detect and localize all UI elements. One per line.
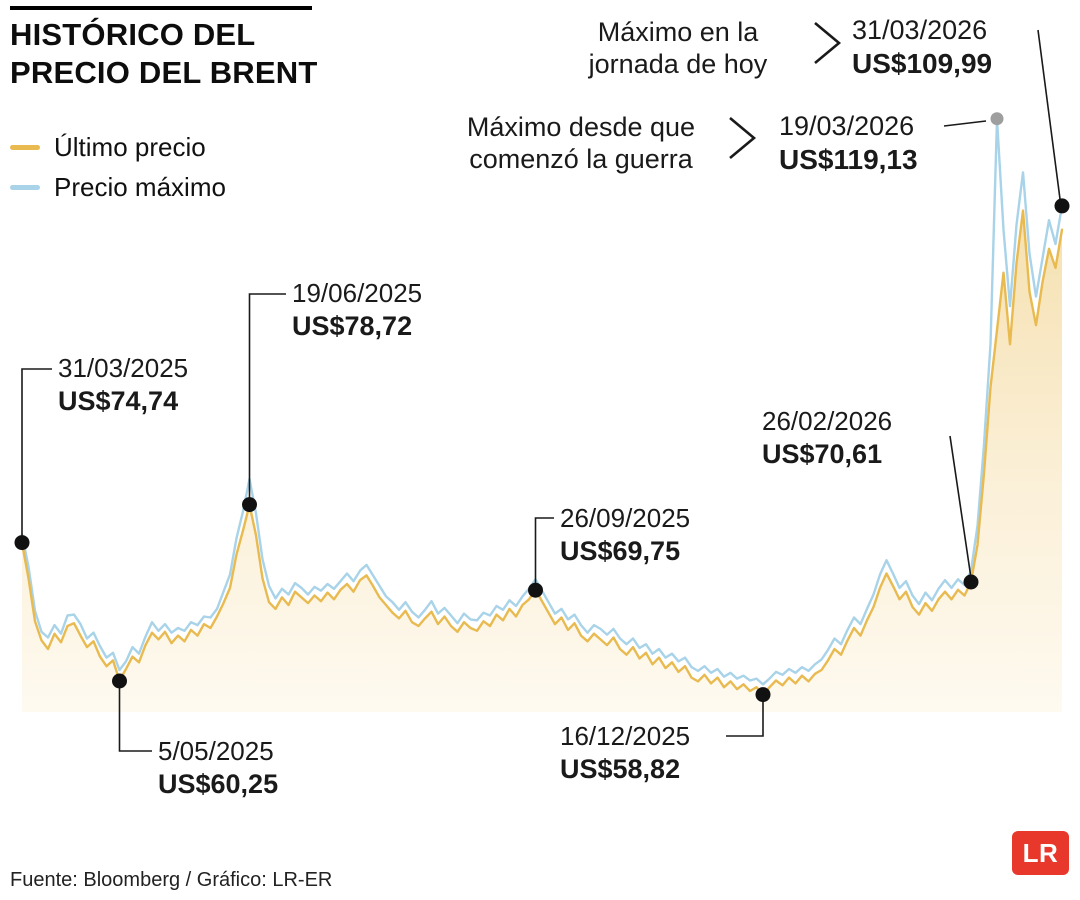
marker-31-03-2026 <box>1054 198 1070 214</box>
legend-label: Precio máximo <box>54 172 226 202</box>
marker-5-05-2025 <box>112 673 127 689</box>
ultimo-precio-swatch <box>10 145 40 150</box>
callout-line-5-05-2025 <box>118 678 152 752</box>
callout-line-19-03-2026 <box>943 120 987 127</box>
annotation-5-05-2025: 5/05/2025 US$60,25 <box>158 736 279 799</box>
callout-lines <box>21 29 1061 752</box>
page-title: HISTÓRICO DEL PRECIO DEL BRENT <box>10 16 318 92</box>
page-title-line1: HISTÓRICO DEL <box>10 17 256 52</box>
ultimo-precio-area <box>22 210 1062 712</box>
annotation-26-02-2026: 26/02/2026 US$70,61 <box>762 406 893 469</box>
legend-item-ultimo-precio: Último precio <box>10 131 226 164</box>
annotation-today-max-label: Máximo en la jornada de hoy <box>588 17 768 79</box>
legend: Último precio Precio máximo <box>10 131 226 204</box>
callout-line-19-06-2025 <box>248 293 286 502</box>
annotation-26-09-2025: 26/09/2025 US$69,75 <box>560 503 691 566</box>
chevron-right-icon <box>729 117 757 159</box>
annotation-16-12-2025: 16/12/2025 US$58,82 <box>560 721 691 784</box>
annotation-31-03-2025: 31/03/2025 US$74,74 <box>58 353 189 416</box>
callout-line-16-12-2025 <box>726 692 764 737</box>
precio-maximo-swatch <box>10 185 40 190</box>
title-rule <box>10 6 312 10</box>
annotation-19-06-2025: 19/06/2025 US$78,72 <box>292 278 423 341</box>
source-credit: Fuente: Bloomberg / Gráfico: LR-ER <box>10 869 333 891</box>
callout-line-31-03-2025 <box>21 368 52 540</box>
marker-19-03-2026 <box>990 112 1004 126</box>
annotation-war-max-value: 19/03/2026 US$119,13 <box>779 111 918 175</box>
ultimo-precio-line <box>20 209 1064 696</box>
callout-line-31-03-2026 <box>1037 29 1061 200</box>
legend-item-precio-maximo: Precio máximo <box>10 171 226 204</box>
marker-16-12-2025 <box>755 687 771 703</box>
marker-26-02-2026 <box>963 574 979 590</box>
callout-line-26-09-2025 <box>534 517 554 587</box>
marker-31-03-2025 <box>14 535 30 551</box>
callout-line-26-02-2026 <box>949 435 972 579</box>
marker-19-06-2025 <box>242 497 257 513</box>
legend-label: Último precio <box>54 132 206 162</box>
page-title-line2: PRECIO DEL BRENT <box>10 55 318 90</box>
price-markers <box>14 112 1070 703</box>
annotation-war-max-label: Máximo desde que comenzó la guerra <box>466 112 696 174</box>
marker-26-09-2025 <box>528 582 543 598</box>
lr-logo: LR <box>1012 831 1069 875</box>
chevron-right-icon <box>814 22 842 64</box>
annotation-today-max-value: 31/03/2026 US$109,99 <box>852 15 993 79</box>
